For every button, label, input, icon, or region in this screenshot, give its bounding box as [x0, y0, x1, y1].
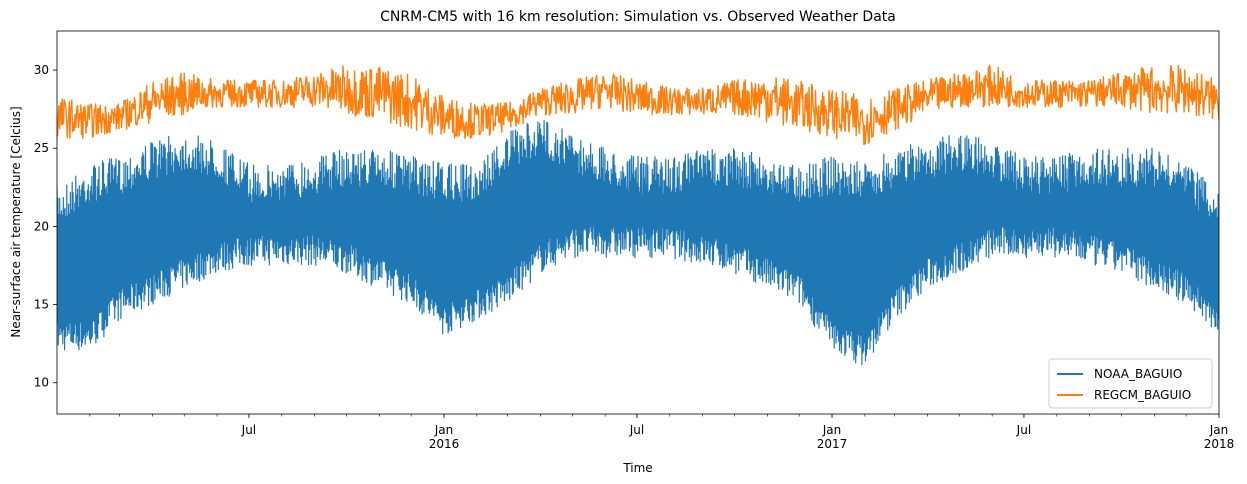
- x-tick-label: Jul: [1016, 423, 1031, 437]
- series-line-noaa-baguio: [57, 119, 1219, 366]
- x-tick-label: Jan: [434, 423, 454, 437]
- y-tick-label: 10: [34, 376, 49, 390]
- series-line-regcm-baguio: [57, 64, 1219, 146]
- plot-frame: [56, 30, 1220, 415]
- y-tick-label: 20: [34, 219, 49, 233]
- x-tick-year-label: 2016: [429, 437, 460, 451]
- x-axis-label: Time: [622, 461, 652, 475]
- legend-label-regcm: REGCM_BAGUIO: [1094, 388, 1191, 402]
- x-tick-label: Jan: [1209, 423, 1229, 437]
- legend-frame: [1048, 358, 1213, 409]
- x-tick-label: Jul: [241, 423, 256, 437]
- series-layer: [57, 64, 1219, 366]
- x-tick-year-label: 2018: [1204, 437, 1235, 451]
- x-tick-label: Jul: [629, 423, 644, 437]
- y-tick-label: 30: [34, 63, 49, 77]
- y-tick-label: 25: [34, 141, 49, 155]
- y-axis: 10 15 20 25 30: [34, 63, 57, 390]
- y-tick-label: 15: [34, 298, 49, 312]
- chart-title: CNRM-CM5 with 16 km resolution: Simulati…: [380, 9, 896, 25]
- legend-label-noaa: NOAA_BAGUIO: [1094, 367, 1182, 381]
- x-tick-year-label: 2017: [817, 437, 848, 451]
- legend: NOAA_BAGUIO REGCM_BAGUIO: [1048, 358, 1213, 409]
- y-axis-label: Near-surface air temperature [Celcius]: [9, 106, 23, 337]
- x-tick-label: Jan: [822, 423, 842, 437]
